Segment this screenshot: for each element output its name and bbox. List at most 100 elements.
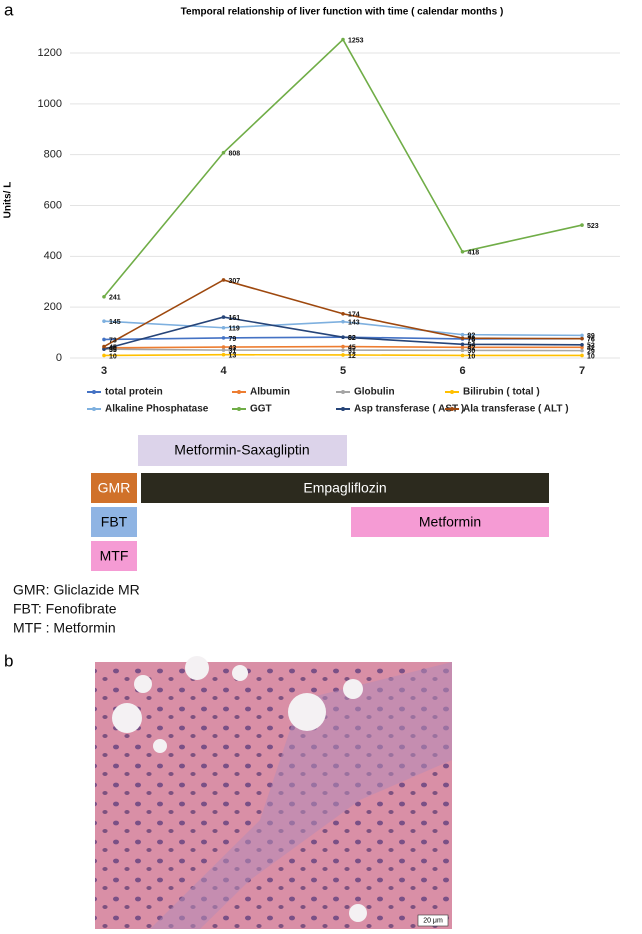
panel-label: a bbox=[4, 0, 14, 19]
data-point bbox=[102, 344, 106, 349]
data-label: 10 bbox=[468, 353, 476, 360]
data-point bbox=[580, 342, 584, 347]
timeline-label: MTF bbox=[100, 548, 129, 564]
x-tick-label: 3 bbox=[101, 365, 107, 377]
y-axis-label: Units/ L bbox=[3, 182, 14, 219]
y-tick-label: 400 bbox=[44, 250, 62, 262]
data-label: 54 bbox=[468, 342, 476, 349]
data-label: 89 bbox=[587, 333, 595, 340]
x-tick-label: 5 bbox=[340, 365, 346, 377]
data-label: 40 bbox=[109, 346, 117, 353]
data-point bbox=[221, 348, 226, 352]
data-point bbox=[460, 249, 465, 254]
data-label: 307 bbox=[229, 278, 241, 285]
data-label: 79 bbox=[229, 336, 237, 343]
scale-bar-label: 20 μm bbox=[423, 917, 443, 924]
timeline-label: Empagliflozin bbox=[303, 480, 386, 496]
timeline-bar bbox=[91, 541, 137, 571]
data-label: 42 bbox=[468, 345, 476, 352]
data-label: 145 bbox=[109, 319, 121, 326]
data-point bbox=[102, 337, 106, 342]
data-label: 29 bbox=[587, 348, 595, 355]
legend-label: Albumin bbox=[250, 387, 290, 398]
data-point bbox=[341, 344, 345, 349]
legend-swatch bbox=[92, 390, 96, 394]
legend-swatch bbox=[450, 407, 454, 411]
data-label: 45 bbox=[109, 344, 117, 351]
timeline-bar bbox=[141, 473, 549, 503]
timeline-label: FBT bbox=[101, 514, 128, 530]
x-tick-label: 7 bbox=[579, 365, 585, 377]
data-point bbox=[460, 342, 465, 347]
data-label: 52 bbox=[587, 343, 595, 350]
legend-swatch bbox=[237, 407, 241, 411]
data-point bbox=[221, 315, 226, 319]
y-tick-label: 0 bbox=[56, 352, 62, 364]
legend-swatch bbox=[237, 390, 241, 394]
y-tick-label: 800 bbox=[44, 149, 62, 161]
data-point bbox=[221, 352, 226, 357]
data-label: 174 bbox=[348, 312, 360, 319]
legend-label: Alkaline Phosphatase bbox=[105, 404, 209, 415]
data-point bbox=[341, 37, 345, 42]
legend-label: Globulin bbox=[354, 387, 395, 398]
data-label: 92 bbox=[468, 332, 476, 339]
abbreviation: GMR: Gliclazide MR bbox=[13, 582, 140, 598]
y-tick-label: 600 bbox=[44, 199, 62, 211]
data-point bbox=[221, 325, 226, 330]
timeline-label: GMR bbox=[98, 480, 131, 496]
data-point bbox=[221, 345, 226, 349]
data-point bbox=[460, 345, 465, 350]
data-label: 143 bbox=[348, 319, 360, 326]
abbreviation: MTF : Metformin bbox=[13, 620, 116, 636]
data-point bbox=[341, 311, 345, 316]
data-label: 76 bbox=[587, 337, 595, 344]
timeline-label: Metformin-Saxagliptin bbox=[174, 442, 309, 458]
timeline-bar bbox=[91, 507, 137, 537]
timeline-label: Metformin bbox=[419, 514, 481, 530]
timeline-bar bbox=[91, 473, 137, 503]
y-tick-label: 1000 bbox=[38, 98, 62, 110]
data-label: 35 bbox=[109, 347, 117, 354]
x-tick-label: 6 bbox=[459, 365, 465, 377]
data-label: 1253 bbox=[348, 37, 364, 44]
data-point bbox=[580, 353, 584, 358]
data-point bbox=[221, 150, 226, 155]
data-point bbox=[221, 336, 226, 340]
data-point bbox=[460, 353, 465, 358]
data-label: 10 bbox=[109, 353, 117, 360]
legend-label: Asp transferase ( AST ) bbox=[354, 404, 464, 415]
legend-label: Ala transferase ( ALT ) bbox=[463, 404, 569, 415]
data-point bbox=[102, 353, 106, 358]
data-point bbox=[102, 294, 106, 299]
micrograph: 20 μm bbox=[95, 656, 452, 929]
data-point bbox=[341, 319, 345, 324]
timeline-bar bbox=[351, 507, 549, 537]
panel-label: b bbox=[4, 651, 13, 670]
y-tick-label: 200 bbox=[44, 301, 62, 313]
data-label: 76 bbox=[587, 337, 595, 344]
data-label: 808 bbox=[229, 150, 241, 157]
data-label: 31 bbox=[229, 348, 237, 355]
data-label: 418 bbox=[468, 250, 480, 257]
data-label: 42 bbox=[587, 345, 595, 352]
legend-swatch bbox=[450, 390, 454, 394]
data-label: 35 bbox=[109, 347, 117, 354]
x-tick-label: 4 bbox=[220, 365, 227, 377]
data-label: 10 bbox=[587, 353, 595, 360]
data-point bbox=[460, 348, 465, 353]
data-label: 13 bbox=[229, 353, 237, 360]
drug-timeline: Metformin-Saxagliptin GMR Empagliflozin … bbox=[91, 435, 549, 571]
data-label: 119 bbox=[229, 326, 240, 333]
data-label: 43 bbox=[229, 345, 237, 352]
timeline-bar bbox=[138, 435, 347, 466]
abbreviation: FBT: Fenofibrate bbox=[13, 601, 117, 617]
data-label: 82 bbox=[348, 335, 356, 342]
data-label: 82 bbox=[348, 335, 356, 342]
data-point bbox=[580, 348, 584, 353]
legend-swatch bbox=[92, 407, 96, 411]
data-point bbox=[580, 336, 584, 341]
data-point bbox=[580, 333, 584, 338]
series-line bbox=[103, 38, 583, 298]
